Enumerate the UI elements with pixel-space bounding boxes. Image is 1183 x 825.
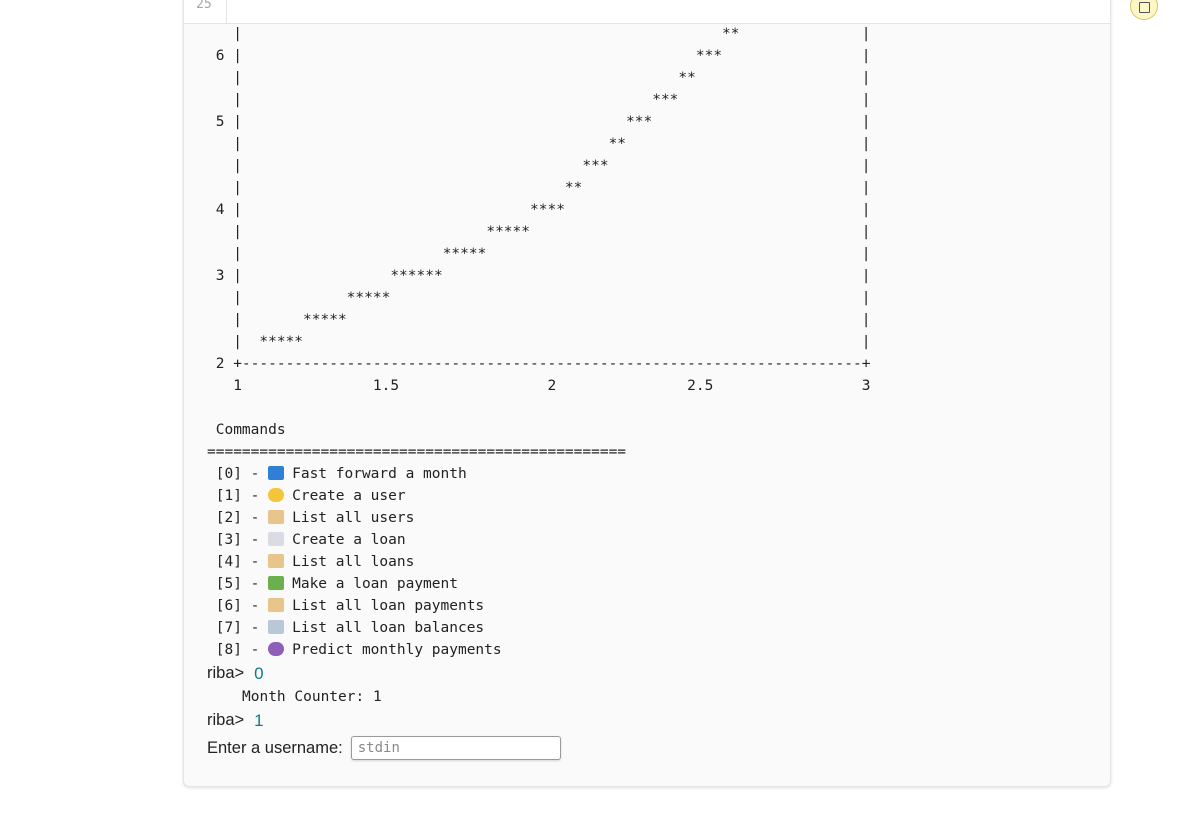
command-item: [7] - List all loan balances <box>207 617 870 639</box>
prompt-label: riba> <box>207 711 245 729</box>
command-number: [0] - <box>207 466 269 482</box>
command-number: [5] - <box>207 576 269 592</box>
command-label: Predict monthly payments <box>292 642 502 658</box>
ascii-chart-line: | ***** | <box>207 290 871 306</box>
ascii-chart-line: | ***** | <box>207 334 871 350</box>
ascii-chart-line: 6 | *** | <box>207 48 871 64</box>
ascii-chart-line: 4 | **** | <box>207 202 871 218</box>
command-label: Create a user <box>292 488 406 504</box>
hatching-chick-icon <box>268 488 285 502</box>
prompt-input-value: 1 <box>254 710 264 730</box>
ascii-chart-line: | ***** | <box>207 224 871 240</box>
stdin-input[interactable] <box>350 736 561 760</box>
ascii-chart-line: | ** | <box>207 70 871 86</box>
command-item: [6] - List all loan payments <box>207 595 870 617</box>
ascii-chart-line: | *** | <box>207 92 871 108</box>
commands-separator: ========================================… <box>207 444 627 460</box>
command-number: [1] - <box>207 488 269 504</box>
commands-menu: [0] - Fast forward a month [1] - Create … <box>207 463 870 661</box>
page-facing-up-icon <box>268 532 285 546</box>
command-item: [8] - Predict monthly payments <box>207 639 870 661</box>
command-label: List all loan payments <box>292 598 485 614</box>
command-number: [6] - <box>207 598 269 614</box>
username-label: Enter a username: <box>207 738 343 757</box>
command-label: Fast forward a month <box>292 466 467 482</box>
ascii-chart-line: | ** | <box>207 180 871 196</box>
stop-execution-button[interactable] <box>1130 0 1158 20</box>
notebook-cell: 25 <box>183 0 1111 787</box>
bar-chart-icon <box>268 620 285 634</box>
ascii-chart-line: 3 | ****** | <box>207 268 871 284</box>
command-item: [3] - Create a loan <box>207 529 870 551</box>
commands-title: Commands <box>207 422 286 438</box>
dollar-banknote-icon <box>268 576 285 590</box>
month-counter-output: Month Counter: 1 <box>242 689 382 705</box>
stop-icon <box>1139 2 1150 13</box>
command-item: [4] - List all loans <box>207 551 870 573</box>
fast-forward-icon <box>268 466 285 480</box>
command-label: Create a loan <box>292 532 406 548</box>
username-row: Enter a username: <box>207 733 870 763</box>
prompt-line-1: riba> 0 <box>207 661 870 686</box>
prompt-label: riba> <box>207 664 245 682</box>
ascii-chart-line: 1 1.5 2 2.5 3 <box>207 378 871 394</box>
command-label: List all users <box>292 510 415 526</box>
gutter-separator <box>226 0 227 23</box>
line-number: 25 <box>196 0 212 12</box>
command-item: [2] - List all users <box>207 507 870 529</box>
command-label: Make a loan payment <box>292 576 458 592</box>
command-number: [4] - <box>207 554 269 570</box>
command-item: [0] - Fast forward a month <box>207 463 870 485</box>
ascii-chart: | ** | 6 | *** | | <box>207 23 871 397</box>
scroll-icon <box>268 554 285 568</box>
command-number: [2] - <box>207 510 269 526</box>
command-label: List all loans <box>292 554 415 570</box>
code-editor-strip[interactable]: 25 <box>184 0 1110 24</box>
command-number: [7] - <box>207 620 269 636</box>
crystal-ball-icon <box>268 642 285 656</box>
prompt-input-value: 0 <box>254 663 264 683</box>
ascii-chart-line: | ** | <box>207 136 871 152</box>
ascii-chart-line: 2 +-------------------------------------… <box>207 356 871 372</box>
command-label: List all loan balances <box>292 620 485 636</box>
scroll-icon <box>268 598 285 612</box>
prompt-line-2: riba> 1 <box>207 708 870 733</box>
ascii-chart-line: | ***** | <box>207 246 871 262</box>
cell-output: | ** | 6 | *** | | <box>207 23 870 763</box>
ascii-chart-line: | ***** | <box>207 312 871 328</box>
ascii-chart-line: | *** | <box>207 158 871 174</box>
ascii-chart-line: | ** | <box>207 26 871 42</box>
scroll-icon <box>268 510 285 524</box>
command-item: [5] - Make a loan payment <box>207 573 870 595</box>
command-number: [3] - <box>207 532 269 548</box>
command-number: [8] - <box>207 642 269 658</box>
command-item: [1] - Create a user <box>207 485 870 507</box>
ascii-chart-line: 5 | *** | <box>207 114 871 130</box>
